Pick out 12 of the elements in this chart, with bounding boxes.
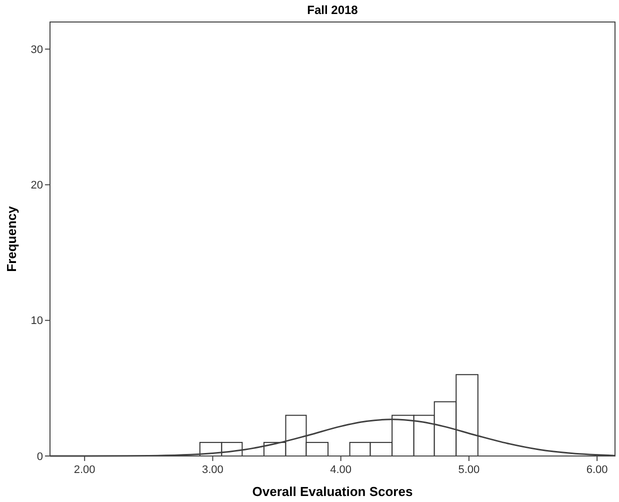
- x-axis-title: Overall Evaluation Scores: [252, 484, 413, 499]
- y-axis-title: Frequency: [4, 205, 19, 272]
- x-tick-label: 2.00: [74, 464, 96, 476]
- x-tick-label: 6.00: [586, 464, 608, 476]
- y-tick-label: 0: [36, 450, 43, 463]
- chart-title: Fall 2018: [307, 3, 358, 17]
- y-tick-label: 30: [30, 44, 43, 56]
- x-tick-label: 3.00: [202, 464, 224, 476]
- x-tick-label: 4.00: [330, 464, 352, 476]
- x-tick-label: 5.00: [458, 464, 480, 476]
- y-tick-label: 20: [30, 180, 43, 192]
- y-tick-label: 10: [30, 315, 43, 328]
